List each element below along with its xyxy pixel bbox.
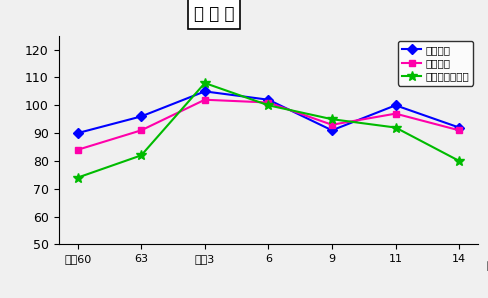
- Legend: 事業所数, 従業者数, 年間商品販売額: 事業所数, 従業者数, 年間商品販売額: [398, 41, 473, 86]
- 従業者数: [393, 112, 399, 115]
- Line: 事業所数: 事業所数: [74, 88, 463, 136]
- 事業所数: [456, 126, 462, 129]
- 年間商品販売額: [265, 103, 271, 107]
- 事業所数: [202, 90, 208, 93]
- 年間商品販売額: [393, 126, 399, 129]
- Text: （年）: （年）: [487, 261, 488, 271]
- 事業所数: [138, 115, 144, 118]
- 事業所数: [265, 98, 271, 102]
- 従業者数: [202, 98, 208, 102]
- 年間商品販売額: [75, 176, 81, 179]
- 事業所数: [75, 131, 81, 135]
- 年間商品販売額: [456, 159, 462, 163]
- 年間商品販売額: [202, 81, 208, 85]
- 事業所数: [393, 103, 399, 107]
- Text: 卸 売 業: 卸 売 業: [194, 5, 234, 23]
- 従業者数: [456, 128, 462, 132]
- 従業者数: [75, 148, 81, 152]
- 年間商品販売額: [138, 153, 144, 157]
- 従業者数: [265, 101, 271, 104]
- 事業所数: [329, 128, 335, 132]
- 従業者数: [329, 123, 335, 127]
- Line: 年間商品販売額: 年間商品販売額: [73, 78, 464, 182]
- 年間商品販売額: [329, 117, 335, 121]
- Line: 従業者数: 従業者数: [74, 96, 463, 153]
- 従業者数: [138, 128, 144, 132]
